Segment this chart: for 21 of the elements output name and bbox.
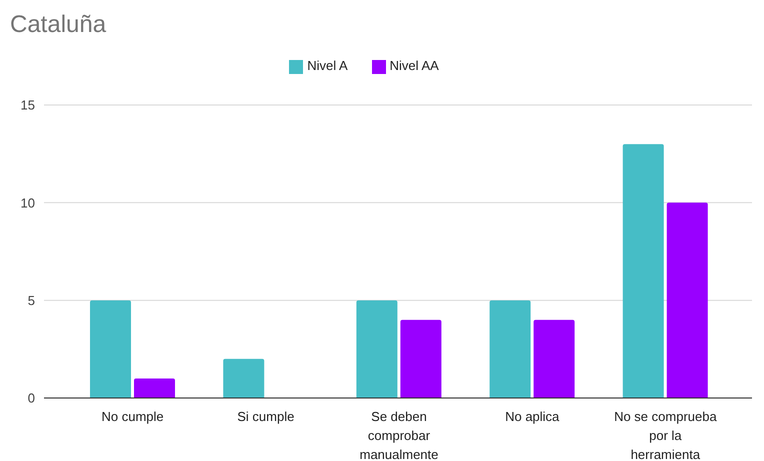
bar xyxy=(534,320,575,398)
y-tick-label: 10 xyxy=(20,195,35,210)
y-tick-label: 0 xyxy=(28,390,35,406)
bar xyxy=(356,300,398,398)
bar xyxy=(90,300,131,398)
x-tick-label: No aplica xyxy=(505,408,560,424)
x-tick-label: Si cumple xyxy=(237,408,294,424)
x-tick-label: No se comprueba por la herramienta xyxy=(614,408,718,461)
y-tick-label: 5 xyxy=(28,292,35,308)
chart-title: Cataluña xyxy=(10,10,106,40)
legend-label: Nivel A xyxy=(307,58,348,73)
x-tick-label: Se deben comprobar manualmente xyxy=(360,408,438,461)
y-tick-label: 15 xyxy=(20,98,35,113)
bar xyxy=(666,202,708,398)
bar xyxy=(622,144,664,398)
bar xyxy=(223,358,264,398)
bar xyxy=(400,320,442,398)
x-tick-label: No cumple xyxy=(102,408,164,424)
bar xyxy=(490,300,531,398)
bar xyxy=(134,378,175,398)
legend-label: Nivel AA xyxy=(390,58,439,73)
